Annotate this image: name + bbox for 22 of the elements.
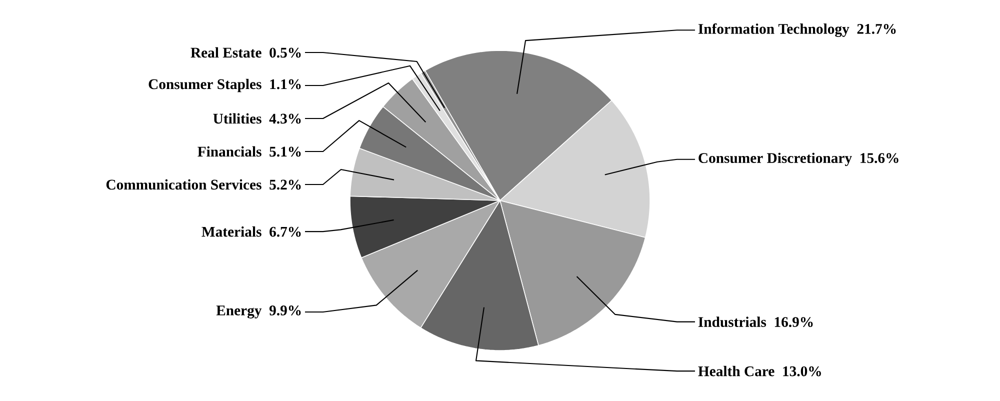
- slice-label: Real Estate: [190, 47, 262, 58]
- slice-label: Information Technology: [698, 23, 850, 37]
- data-label: 5.2%: [270, 180, 301, 190]
- slice-label: Communication Services: [106, 179, 262, 190]
- data-label: 21.7%: [857, 24, 896, 34]
- data-label: 16.9%: [774, 317, 813, 328]
- data-label: 15.6%: [860, 153, 898, 164]
- slice-label: Energy: [216, 306, 262, 318]
- data-label: 13.0%: [783, 366, 821, 376]
- slice-label: Utilities: [213, 113, 262, 124]
- slice-label: Consumer Staples: [148, 78, 262, 92]
- data-label: 6.7%: [270, 226, 301, 237]
- data-label: 9.9%: [269, 305, 301, 316]
- slice-label: Consumer Discretionary: [698, 152, 852, 166]
- data-label: 4.3%: [269, 114, 301, 124]
- slice-label: Health Care: [698, 366, 774, 376]
- data-label: 0.5%: [270, 48, 301, 58]
- data-label: 1.1%: [270, 79, 301, 90]
- slice-label: Financials: [198, 146, 262, 157]
- slice-label: Industrials: [698, 316, 766, 328]
- data-label: 5.1%: [270, 146, 301, 157]
- slice-label: Materials: [202, 226, 262, 237]
